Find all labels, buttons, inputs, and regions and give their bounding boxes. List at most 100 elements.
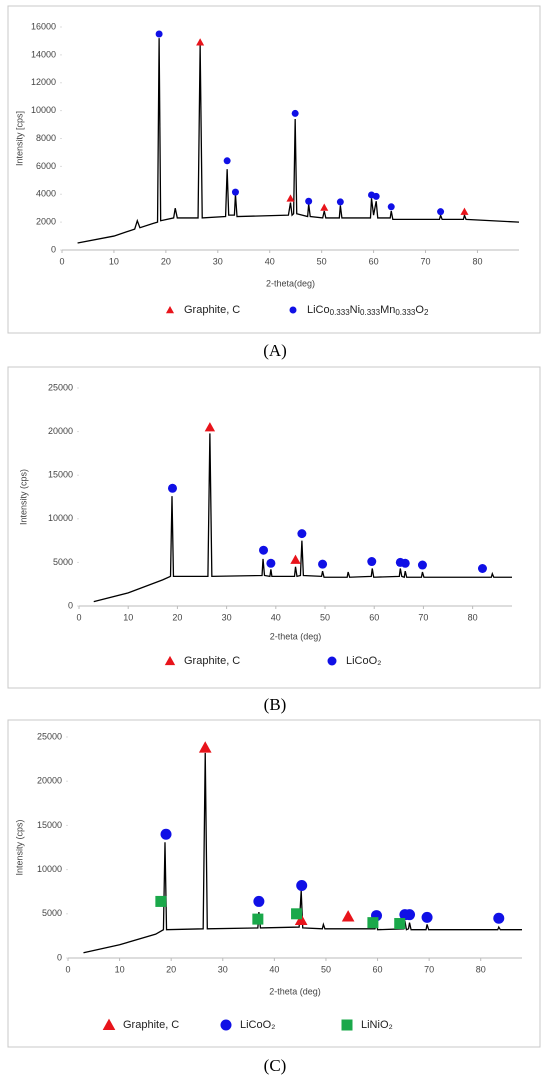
panel-frame xyxy=(7,719,541,1048)
x-tick-label: 10 xyxy=(123,612,133,622)
legend-marker xyxy=(220,1019,232,1031)
square-marker xyxy=(291,908,303,920)
x-tick-label: 0 xyxy=(59,256,64,266)
x-tick-label: 50 xyxy=(317,256,327,266)
xrd-trace xyxy=(93,433,512,603)
y-tick-label: 20000 xyxy=(37,776,62,786)
x-tick-label: 80 xyxy=(472,256,482,266)
square-marker xyxy=(394,918,406,930)
circle-marker xyxy=(266,558,276,568)
y-tick-label: 8000 xyxy=(36,133,56,143)
x-axis-label: 2-theta (deg) xyxy=(270,631,322,641)
x-tick-label: 0 xyxy=(65,964,70,974)
circle-marker xyxy=(367,557,377,567)
y-tick-label: 0 xyxy=(68,600,73,610)
legend-marker xyxy=(289,306,297,314)
circle-marker xyxy=(318,559,328,569)
x-tick-label: 20 xyxy=(166,964,176,974)
circle-marker xyxy=(493,912,505,924)
x-axis-label: 2-theta (deg) xyxy=(269,986,321,996)
triangle-marker xyxy=(460,207,469,215)
circle-marker xyxy=(400,558,410,568)
caption: (A) xyxy=(263,341,287,360)
legend-label: LiCoO₂ xyxy=(346,655,381,667)
square-marker xyxy=(367,917,379,929)
y-tick-label: 6000 xyxy=(36,161,56,171)
x-tick-label: 80 xyxy=(468,612,478,622)
triangle-marker xyxy=(198,741,212,753)
legend-label: LiCo0.333Ni0.333Mn0.333O2 xyxy=(307,304,429,317)
x-tick-label: 80 xyxy=(476,964,486,974)
caption: (C) xyxy=(264,1056,287,1075)
triangle-marker xyxy=(204,422,216,432)
legend-label: Graphite, C xyxy=(184,655,240,667)
x-axis-label: 2-theta(deg) xyxy=(266,278,315,288)
xrd-trace xyxy=(77,38,520,244)
legend-marker xyxy=(341,1019,353,1031)
y-tick-label: 2000 xyxy=(36,217,56,227)
panel-frame xyxy=(7,5,541,334)
x-tick-label: 10 xyxy=(115,964,125,974)
circle-marker xyxy=(223,157,231,165)
triangle-marker xyxy=(290,554,301,564)
y-tick-label: 10000 xyxy=(31,105,56,115)
triangle-marker xyxy=(286,194,295,202)
circle-marker xyxy=(437,208,445,216)
circle-marker xyxy=(404,909,416,921)
x-tick-label: 30 xyxy=(222,612,232,622)
circle-marker xyxy=(297,529,307,539)
y-tick-label: 12000 xyxy=(31,77,56,87)
circle-marker xyxy=(231,188,239,196)
triangle-marker xyxy=(294,913,308,926)
y-tick-label: 10000 xyxy=(48,513,73,523)
x-tick-label: 20 xyxy=(172,612,182,622)
x-tick-label: 30 xyxy=(213,256,223,266)
y-tick-label: 0 xyxy=(51,244,56,254)
circle-marker xyxy=(291,109,299,117)
circle-marker xyxy=(167,483,177,493)
circle-marker xyxy=(336,198,344,206)
x-tick-label: 50 xyxy=(320,612,330,622)
y-axis-label: Intensity (cps) xyxy=(18,469,28,525)
triangle-marker xyxy=(196,38,205,46)
legend-marker xyxy=(164,655,176,666)
legend-label: Graphite, C xyxy=(184,304,240,316)
y-tick-label: 15000 xyxy=(37,820,62,830)
triangle-marker xyxy=(341,910,355,922)
legend-label: LiNiO₂ xyxy=(361,1019,393,1031)
legend-marker xyxy=(165,305,175,314)
circle-marker xyxy=(417,560,427,570)
y-tick-label: 4000 xyxy=(36,189,56,199)
y-tick-label: 14000 xyxy=(31,49,56,59)
circle-marker xyxy=(387,203,395,211)
legend-marker xyxy=(102,1018,116,1031)
y-tick-label: 0 xyxy=(57,952,62,962)
square-marker xyxy=(155,895,167,907)
circle-marker xyxy=(155,30,163,38)
y-tick-label: 10000 xyxy=(37,864,62,874)
y-tick-label: 25000 xyxy=(37,731,62,741)
x-tick-label: 0 xyxy=(76,612,81,622)
y-tick-label: 25000 xyxy=(48,382,73,392)
circle-marker xyxy=(259,545,269,555)
circle-marker xyxy=(305,197,313,205)
x-tick-label: 70 xyxy=(424,964,434,974)
x-tick-label: 50 xyxy=(321,964,331,974)
circle-marker xyxy=(421,911,433,923)
circle-marker xyxy=(372,192,380,200)
circle-marker xyxy=(253,895,265,907)
x-tick-label: 70 xyxy=(421,256,431,266)
panel-frame xyxy=(7,366,541,689)
y-tick-label: 20000 xyxy=(48,426,73,436)
x-tick-label: 70 xyxy=(418,612,428,622)
x-tick-label: 60 xyxy=(369,612,379,622)
caption: (B) xyxy=(264,695,287,714)
x-tick-label: 10 xyxy=(109,256,119,266)
x-tick-label: 40 xyxy=(269,964,279,974)
y-tick-label: 5000 xyxy=(42,908,62,918)
legend-label: Graphite, C xyxy=(123,1019,179,1031)
legend-label: LiCoO₂ xyxy=(240,1019,275,1031)
y-tick-label: 5000 xyxy=(53,557,73,567)
